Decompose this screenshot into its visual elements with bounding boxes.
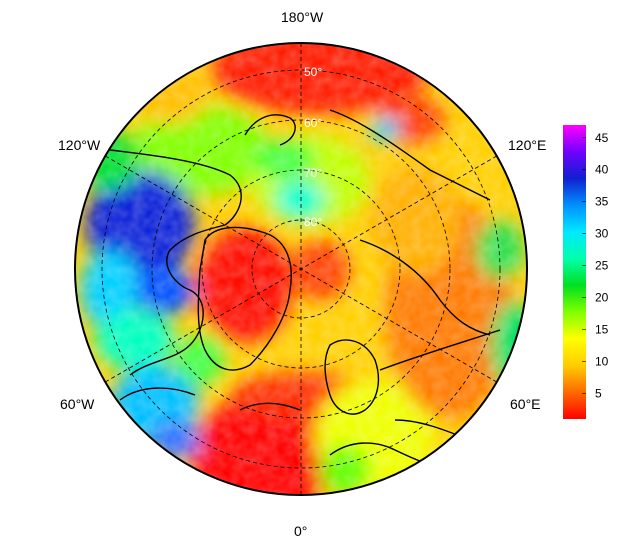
colorbar-tick-label: 25 [595,259,609,273]
lat-label-50: 50° [304,65,322,79]
lat-label-70: 70° [304,166,322,180]
colorbar-tick-label: 20 [595,291,609,305]
colorbar-tick-label: 45 [595,131,609,145]
map-boundary [74,42,528,496]
lon-label-60e: 60°E [510,396,541,412]
colorbar: 5 10 15 20 25 30 35 40 45 [563,125,609,419]
graticule [101,43,501,495]
colorbar-tick-label: 5 [595,386,602,400]
colorbar-gradient [563,125,586,419]
colorbar-tick-label: 35 [595,195,609,209]
lat-label-60: 60° [304,116,322,130]
lon-label-120e: 120°E [508,137,546,153]
colorbar-tick-label: 40 [595,163,609,177]
colorbar-tick-label: 30 [595,227,609,241]
colorbar-tick-label: 15 [595,323,609,337]
lat-label-80: 80° [304,215,322,229]
lon-label-0: 0° [294,523,307,539]
lon-label-180w: 180°W [281,9,324,25]
colorbar-tick-label: 10 [595,354,609,368]
data-field [75,43,527,495]
lon-label-60w: 60°W [60,396,95,412]
lon-label-120w: 120°W [58,137,101,153]
